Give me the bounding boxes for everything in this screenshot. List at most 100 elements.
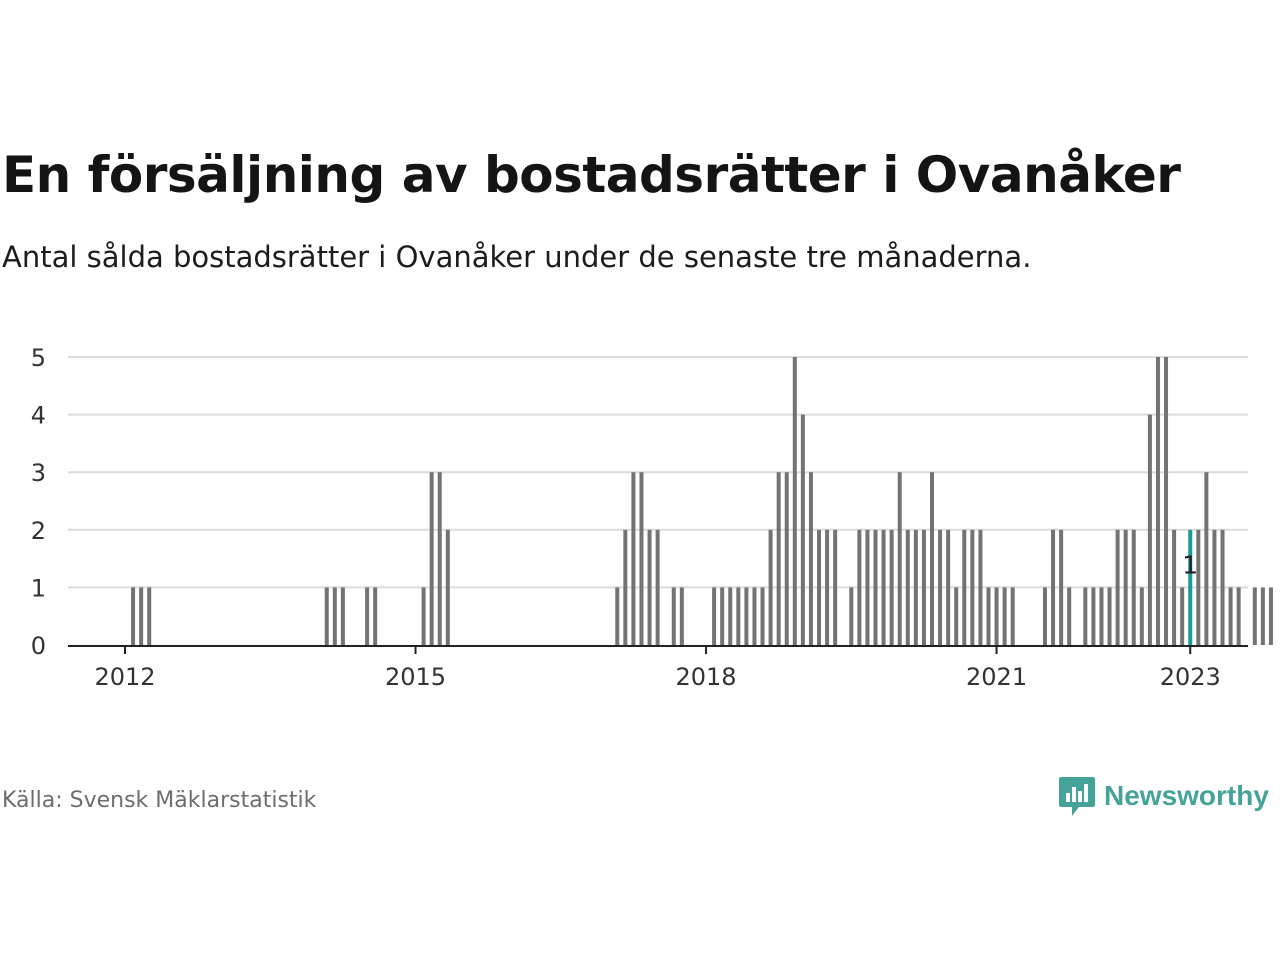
bar [1115,529,1120,645]
bar [930,472,934,645]
bar [744,587,749,645]
bar [1180,587,1185,645]
bar [1220,529,1225,645]
bar [1131,529,1136,645]
bar [1172,529,1177,645]
bar [1002,587,1007,645]
x-tick-label: 2021 [966,663,1027,691]
bar [1051,529,1056,645]
bar [897,472,902,645]
y-tick-label: 2 [31,517,46,545]
bar [962,529,967,645]
bar [139,587,144,645]
y-tick-label: 3 [31,459,46,487]
bar [1083,587,1088,645]
bar [720,587,725,645]
bar [437,472,442,645]
y-tick-label: 0 [31,632,46,660]
bar [1091,587,1096,645]
newsworthy-logo: Newsworthy [1058,773,1269,819]
bar [623,529,628,645]
bar [954,587,959,645]
bars [131,357,1273,645]
bar [800,414,805,645]
bar [1123,529,1128,645]
bar [808,472,813,645]
bar [889,529,894,645]
bar [147,587,152,645]
bar [647,529,652,645]
x-tick-label: 2015 [385,663,446,691]
bar [131,587,136,645]
bar [736,587,741,645]
chart-subtitle: Antal sålda bostadsrätter i Ovanåker und… [2,240,1032,274]
bar [921,529,926,645]
chart-title: En försäljning av bostadsrätter i Ovanåk… [2,146,1181,204]
newsworthy-chart-bubble-icon [1059,777,1095,816]
bar-chart: 0 1 2 3 4 5 2012 2015 2018 2021 2023 1 [31,344,1273,691]
bar [1042,587,1047,645]
bar [615,587,620,645]
logo-text: Newsworthy [1104,780,1269,811]
bar [324,587,329,645]
bar [1099,587,1104,645]
bar [760,587,765,645]
bar [365,587,370,645]
bar [978,529,983,645]
bar [905,529,910,645]
bar [340,587,345,645]
bar [946,529,951,645]
bar [1067,587,1072,645]
bar [970,529,975,645]
bar [679,587,684,645]
bar [655,529,660,645]
bar [373,587,378,645]
bar [1268,587,1273,645]
bar [913,529,918,645]
bar [776,472,781,645]
bar [1147,414,1152,645]
bar [1212,529,1217,645]
bar [445,529,450,645]
x-tick-label: 2012 [94,663,155,691]
annotations: 1 [1182,550,1198,579]
bar [768,529,773,645]
x-tick-label: 2018 [676,663,737,691]
bar [1260,587,1265,645]
bar [986,587,991,645]
x-tick-label: 2023 [1160,663,1221,691]
y-tick-label: 1 [31,574,46,602]
bar [825,529,830,645]
bar [873,529,878,645]
bar [1228,587,1233,645]
bar [1107,587,1112,645]
bar [1155,357,1160,645]
bar [938,529,943,645]
bar [881,529,886,645]
bar [1204,472,1209,645]
bar [1196,529,1201,645]
bar [421,587,426,645]
bar [849,587,854,645]
bar [712,587,717,645]
bar [833,529,838,645]
bar [994,587,999,645]
source-note: Källa: Svensk Mäklarstatistik [2,788,317,813]
bar [1236,587,1241,645]
bar-highlight [1188,529,1193,645]
bar [631,472,636,645]
bar [728,587,733,645]
bar [784,472,789,645]
y-tick-label: 5 [31,344,46,372]
bar [1010,587,1015,645]
bar [792,357,797,645]
bar [752,587,757,645]
highlight-value-label: 1 [1182,550,1198,579]
bar [865,529,870,645]
bar [1164,357,1169,645]
bar [1252,587,1257,645]
bar [857,529,862,645]
bar [429,472,434,645]
x-axis: 2012 2015 2018 2021 2023 [68,645,1248,691]
bar [1059,529,1064,645]
